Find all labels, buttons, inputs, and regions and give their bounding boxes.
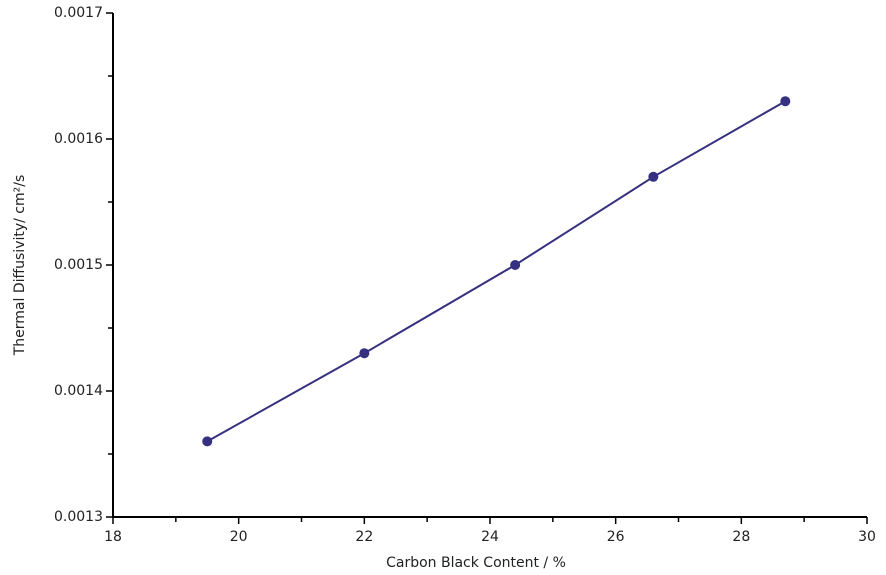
y-tick-label: 0.0014	[54, 383, 103, 399]
data-point	[202, 436, 213, 447]
x-tick-label: 22	[355, 529, 373, 545]
x-tick-label: 28	[732, 529, 750, 545]
data-point	[359, 348, 370, 359]
x-axis-title: Carbon Black Content / %	[386, 555, 566, 571]
x-tick-label: 24	[481, 529, 499, 545]
x-tick-label: 20	[230, 529, 248, 545]
data-point	[648, 171, 659, 182]
y-tick-label: 0.0013	[54, 509, 103, 525]
y-axis-title: Thermal Diffusivity/ cm²/s	[12, 175, 28, 357]
series-line	[206, 100, 786, 443]
x-tick-label: 30	[858, 529, 876, 545]
x-tick-label: 18	[104, 529, 122, 545]
y-tick-label: 0.0016	[54, 131, 103, 147]
data-point	[780, 96, 791, 107]
y-tick-label: 0.0015	[54, 257, 103, 273]
y-tick-label: 0.0017	[54, 5, 103, 21]
data-point	[510, 260, 521, 270]
x-tick-label: 26	[607, 529, 625, 545]
